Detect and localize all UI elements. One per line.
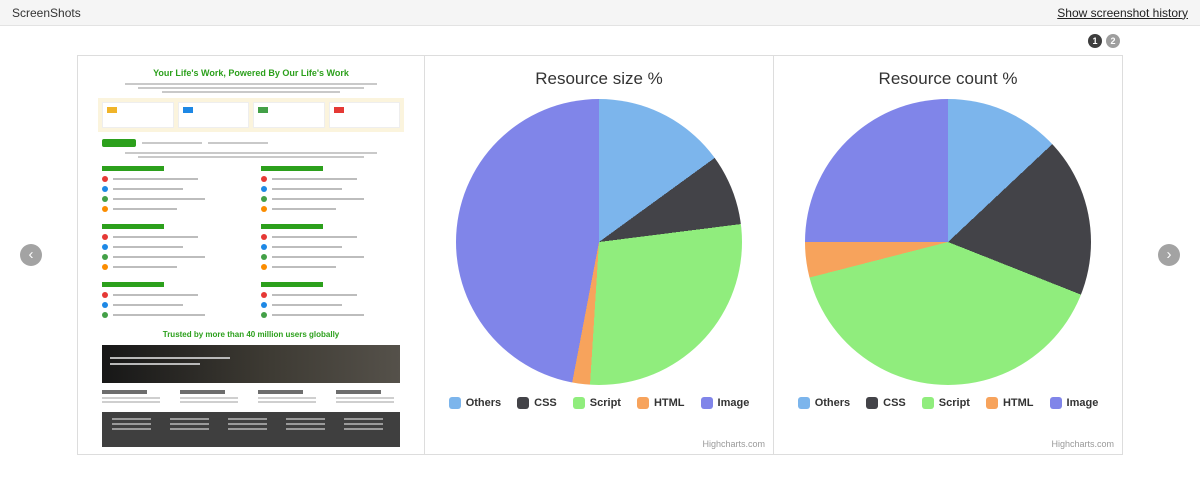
- chart-legend: Others CSS Script HTML Image: [448, 397, 750, 409]
- top-bar: ScreenShots Show screenshot history: [0, 0, 1200, 26]
- thumbnail-link-columns: [102, 390, 400, 405]
- legend-item-script[interactable]: Script: [921, 397, 970, 409]
- chevron-left-icon: ‹: [28, 246, 34, 263]
- chart-resource-size: Resource size % Others CSS Script HTML Image…: [425, 56, 774, 454]
- thumbnail-photo-band: [102, 345, 400, 383]
- thumbnail-headline: Your Life's Work, Powered By Our Life's …: [153, 68, 349, 78]
- legend-label: HTML: [1002, 397, 1034, 409]
- legend-label: Image: [1066, 397, 1099, 409]
- legend-item-others[interactable]: Others: [797, 397, 851, 409]
- thumbnail-logo-row: [102, 139, 400, 147]
- legend-swatch: [797, 397, 810, 409]
- thumbnail-section-row: [102, 166, 400, 216]
- thumbnail-paragraph: [90, 83, 412, 93]
- legend-swatch: [1049, 397, 1062, 409]
- legend-item-css[interactable]: CSS: [866, 397, 906, 409]
- website-thumbnail[interactable]: Your Life's Work, Powered By Our Life's …: [90, 61, 412, 447]
- legend-label: CSS: [883, 397, 906, 409]
- legend-swatch: [985, 397, 998, 409]
- chart-title: Resource count %: [878, 69, 1018, 88]
- screenshot-history-link[interactable]: Show screenshot history: [1057, 5, 1188, 20]
- legend-swatch: [700, 397, 713, 409]
- legend-label: Script: [589, 397, 621, 409]
- legend-swatch: [572, 397, 585, 409]
- screenshots-panel: Your Life's Work, Powered By Our Life's …: [77, 55, 1123, 455]
- thumbnail-footer: [102, 412, 400, 447]
- page-dot-2[interactable]: 2: [1106, 34, 1120, 48]
- legend-label: CSS: [534, 397, 557, 409]
- highcharts-credit[interactable]: Highcharts.com: [702, 439, 765, 449]
- highcharts-credit[interactable]: Highcharts.com: [1051, 439, 1114, 449]
- pie-resource-size[interactable]: [456, 99, 742, 385]
- chevron-right-icon: ›: [1166, 246, 1172, 263]
- legend-swatch: [921, 397, 934, 409]
- thumbnail-section-row: [102, 224, 400, 274]
- chart-title: Resource size %: [535, 69, 663, 88]
- legend-label: HTML: [653, 397, 685, 409]
- legend-label: Image: [717, 397, 750, 409]
- legend-swatch: [866, 397, 879, 409]
- carousel-next-button[interactable]: ›: [1158, 244, 1180, 266]
- chart-legend: Others CSS Script HTML Image: [797, 397, 1099, 409]
- legend-swatch: [636, 397, 649, 409]
- legend-label: Others: [465, 397, 502, 409]
- thumbnail-cell: Your Life's Work, Powered By Our Life's …: [78, 56, 425, 454]
- page-dot-1[interactable]: 1: [1088, 34, 1102, 48]
- thumbnail-trusted-line: Trusted by more than 40 million users gl…: [162, 330, 340, 339]
- thumbnail-card-band: [98, 98, 404, 132]
- pagination: 1 2: [1088, 34, 1120, 48]
- legend-label: Others: [814, 397, 851, 409]
- legend-item-html[interactable]: HTML: [636, 397, 685, 409]
- legend-item-script[interactable]: Script: [572, 397, 621, 409]
- pie-resource-count[interactable]: [805, 99, 1091, 385]
- legend-swatch: [448, 397, 461, 409]
- thumbnail-logo: [102, 139, 136, 147]
- legend-item-image[interactable]: Image: [700, 397, 750, 409]
- carousel-prev-button[interactable]: ‹: [20, 244, 42, 266]
- legend-item-others[interactable]: Others: [448, 397, 502, 409]
- page-title: ScreenShots: [12, 5, 81, 20]
- chart-resource-count: Resource count % Others CSS Script HTML Imag…: [774, 56, 1122, 454]
- legend-item-html[interactable]: HTML: [985, 397, 1034, 409]
- legend-item-image[interactable]: Image: [1049, 397, 1099, 409]
- legend-label: Script: [938, 397, 970, 409]
- legend-swatch: [517, 397, 530, 409]
- thumbnail-paragraph: [90, 152, 412, 158]
- thumbnail-section-row: [102, 282, 400, 322]
- legend-item-css[interactable]: CSS: [517, 397, 557, 409]
